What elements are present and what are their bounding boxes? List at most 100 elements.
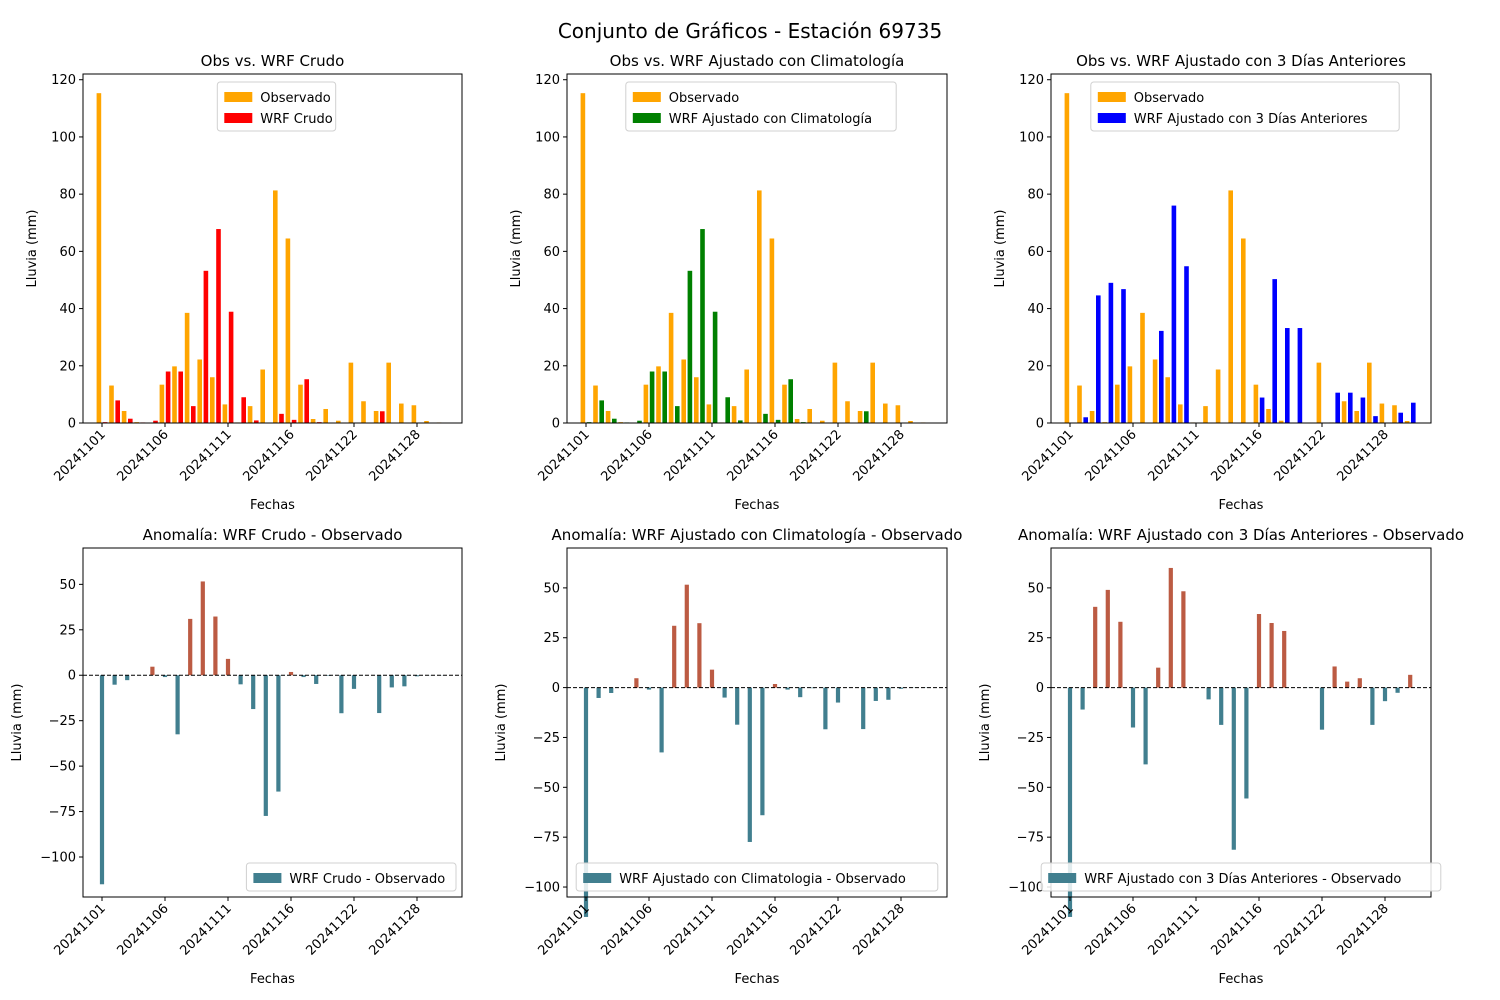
bar-c3-s0-13 bbox=[1228, 190, 1233, 423]
bar-c3-s0-15 bbox=[1253, 384, 1259, 423]
ytick-label-c2: 80 bbox=[543, 188, 560, 203]
bar-c6-s0-2 bbox=[1093, 606, 1098, 688]
bar-c2-s1-10 bbox=[712, 311, 718, 423]
bar-c2-s1-9 bbox=[700, 229, 705, 423]
xtick-label-c4: 20241106 bbox=[114, 901, 171, 958]
bar-c3-s0-6 bbox=[1140, 312, 1145, 423]
ytick-label-c5: −50 bbox=[533, 781, 560, 796]
bar-c4-s0-4 bbox=[150, 666, 155, 676]
xtick-label-c1: 20241122 bbox=[303, 427, 360, 484]
bar-c5-s0-22 bbox=[861, 687, 866, 730]
xtick-label-c6: 20241101 bbox=[1019, 901, 1076, 958]
bar-c4-s0-25 bbox=[414, 675, 420, 677]
xtick-label-c4: 20241128 bbox=[366, 901, 423, 958]
bar-c2-s1-4 bbox=[637, 420, 642, 423]
bar-c2-s0-8 bbox=[681, 359, 686, 423]
xtick-label-c1: 20241116 bbox=[240, 427, 297, 484]
legend-swatch-c3-1 bbox=[1097, 113, 1126, 123]
bar-c5-s0-15 bbox=[772, 684, 778, 688]
xtick-label-c4: 20241101 bbox=[51, 901, 108, 958]
xtick-label-c1: 20241111 bbox=[177, 427, 234, 484]
bar-c6-s0-24 bbox=[1370, 687, 1375, 725]
bar-c2-s1-15 bbox=[775, 419, 781, 423]
ytick-label-c5: 25 bbox=[543, 631, 560, 646]
bar-c3-s1-21 bbox=[1335, 392, 1340, 423]
bar-c4-s0-11 bbox=[238, 675, 243, 685]
bar-c5-s0-17 bbox=[798, 687, 803, 698]
ytick-label-c6: 50 bbox=[1027, 581, 1044, 596]
ytick-label-c1: 80 bbox=[59, 188, 76, 203]
xlabel-c4: Fechas bbox=[250, 972, 295, 987]
bar-c4-s0-16 bbox=[301, 675, 306, 678]
xtick-label-c5: 20241116 bbox=[724, 901, 781, 958]
bar-c5-s0-0 bbox=[583, 687, 589, 917]
axes-frame-c5 bbox=[566, 547, 948, 898]
bar-c5-s0-4 bbox=[634, 678, 639, 688]
ytick-label-c4: −100 bbox=[40, 851, 76, 866]
bar-c1-s0-5 bbox=[159, 384, 165, 423]
bar-c2-s1-6 bbox=[662, 371, 667, 423]
bar-c2-s0-2 bbox=[605, 410, 611, 423]
legend-swatch-c2-0 bbox=[632, 92, 661, 102]
ytick-label-c6: −100 bbox=[1008, 881, 1044, 896]
ytick-label-c2: 20 bbox=[543, 359, 560, 374]
ytick-label-c3: 60 bbox=[1027, 245, 1044, 260]
bar-c5-s0-1 bbox=[596, 687, 601, 698]
bar-c2-s1-5 bbox=[649, 371, 655, 423]
bar-c4-s0-13 bbox=[263, 675, 268, 816]
legend-swatch-c1-0 bbox=[224, 92, 253, 102]
bar-c1-s0-6 bbox=[172, 366, 177, 423]
ylabel-c3: Lluvia (mm) bbox=[993, 210, 1008, 288]
ylabel-c4: Lluvia (mm) bbox=[10, 684, 25, 762]
xtick-label-c6: 20241111 bbox=[1145, 901, 1202, 958]
xtick-label-c2: 20241122 bbox=[787, 427, 844, 484]
axes-container: Obs vs. WRF Crudo 0 20 40 60 80 100 120 20241101… bbox=[10, 52, 1464, 987]
bar-c6-s0-27 bbox=[1408, 674, 1413, 688]
xtick-label-c5: 20241106 bbox=[598, 901, 655, 958]
bar-c2-s1-22 bbox=[864, 411, 869, 423]
bar-c6-s0-0 bbox=[1067, 687, 1073, 917]
ytick-label-c4: −25 bbox=[49, 714, 76, 729]
chart-c2: Obs vs. WRF Ajustado con Climatología020… bbox=[509, 52, 948, 513]
ytick-label-c3: 100 bbox=[1019, 130, 1044, 145]
bar-c2-s0-0 bbox=[580, 93, 586, 424]
bar-c4-s0-20 bbox=[351, 675, 357, 689]
chart-c6: Anomalía: WRF Ajustado con 3 Días Anteri… bbox=[978, 526, 1464, 987]
bar-c4-s0-14 bbox=[276, 675, 281, 792]
bar-c1-s0-0 bbox=[96, 93, 102, 424]
ytick-label-c1: 20 bbox=[59, 359, 76, 374]
ylabel-c2: Lluvia (mm) bbox=[509, 210, 524, 288]
bar-c4-s0-8 bbox=[200, 581, 205, 676]
bar-c6-s0-7 bbox=[1156, 667, 1161, 688]
bar-c1-s0-22 bbox=[373, 410, 379, 423]
legend-label-c3-0: Observado bbox=[1134, 91, 1205, 106]
bar-c1-s1-2 bbox=[128, 418, 133, 423]
xtick-label-c2: 20241106 bbox=[598, 427, 655, 484]
ytick-label-c5: −100 bbox=[524, 881, 560, 896]
bar-c4-s0-5 bbox=[162, 675, 168, 678]
bar-c6-s0-23 bbox=[1357, 678, 1362, 688]
xtick-label-c3: 20241101 bbox=[1019, 427, 1076, 484]
legend-swatch-c6-0 bbox=[1048, 873, 1077, 883]
bar-c2-s1-16 bbox=[788, 379, 793, 423]
xtick-label-c4: 20241111 bbox=[177, 901, 234, 958]
xtick-label-c5: 20241101 bbox=[535, 901, 592, 958]
legend-swatch-c2-1 bbox=[632, 113, 661, 123]
bar-c1-s0-13 bbox=[260, 369, 265, 423]
legend-c4: WRF Crudo - Observado bbox=[245, 862, 457, 892]
bar-c5-s0-2 bbox=[609, 687, 614, 693]
bar-c3-s1-24 bbox=[1373, 416, 1378, 423]
chart-c5: Anomalía: WRF Ajustado con Climatología … bbox=[494, 526, 962, 987]
ytick-label-c1: 60 bbox=[59, 245, 76, 260]
bar-c1-s0-12 bbox=[247, 406, 253, 423]
bar-c1-s0-14 bbox=[273, 190, 278, 423]
bar-c3-s0-27 bbox=[1404, 421, 1410, 423]
bar-c1-s1-10 bbox=[228, 311, 234, 423]
xtick-label-c2: 20241128 bbox=[850, 427, 907, 484]
bar-c1-s1-16 bbox=[304, 379, 309, 423]
legend-swatch-c1-1 bbox=[224, 113, 253, 123]
axes-frame-c3 bbox=[1050, 73, 1432, 424]
xtick-label-c6: 20241128 bbox=[1334, 901, 1391, 958]
chart-c4: Anomalía: WRF Crudo - Observado −100 −75 −5… bbox=[10, 526, 463, 987]
bar-c3-s1-18 bbox=[1297, 328, 1303, 423]
